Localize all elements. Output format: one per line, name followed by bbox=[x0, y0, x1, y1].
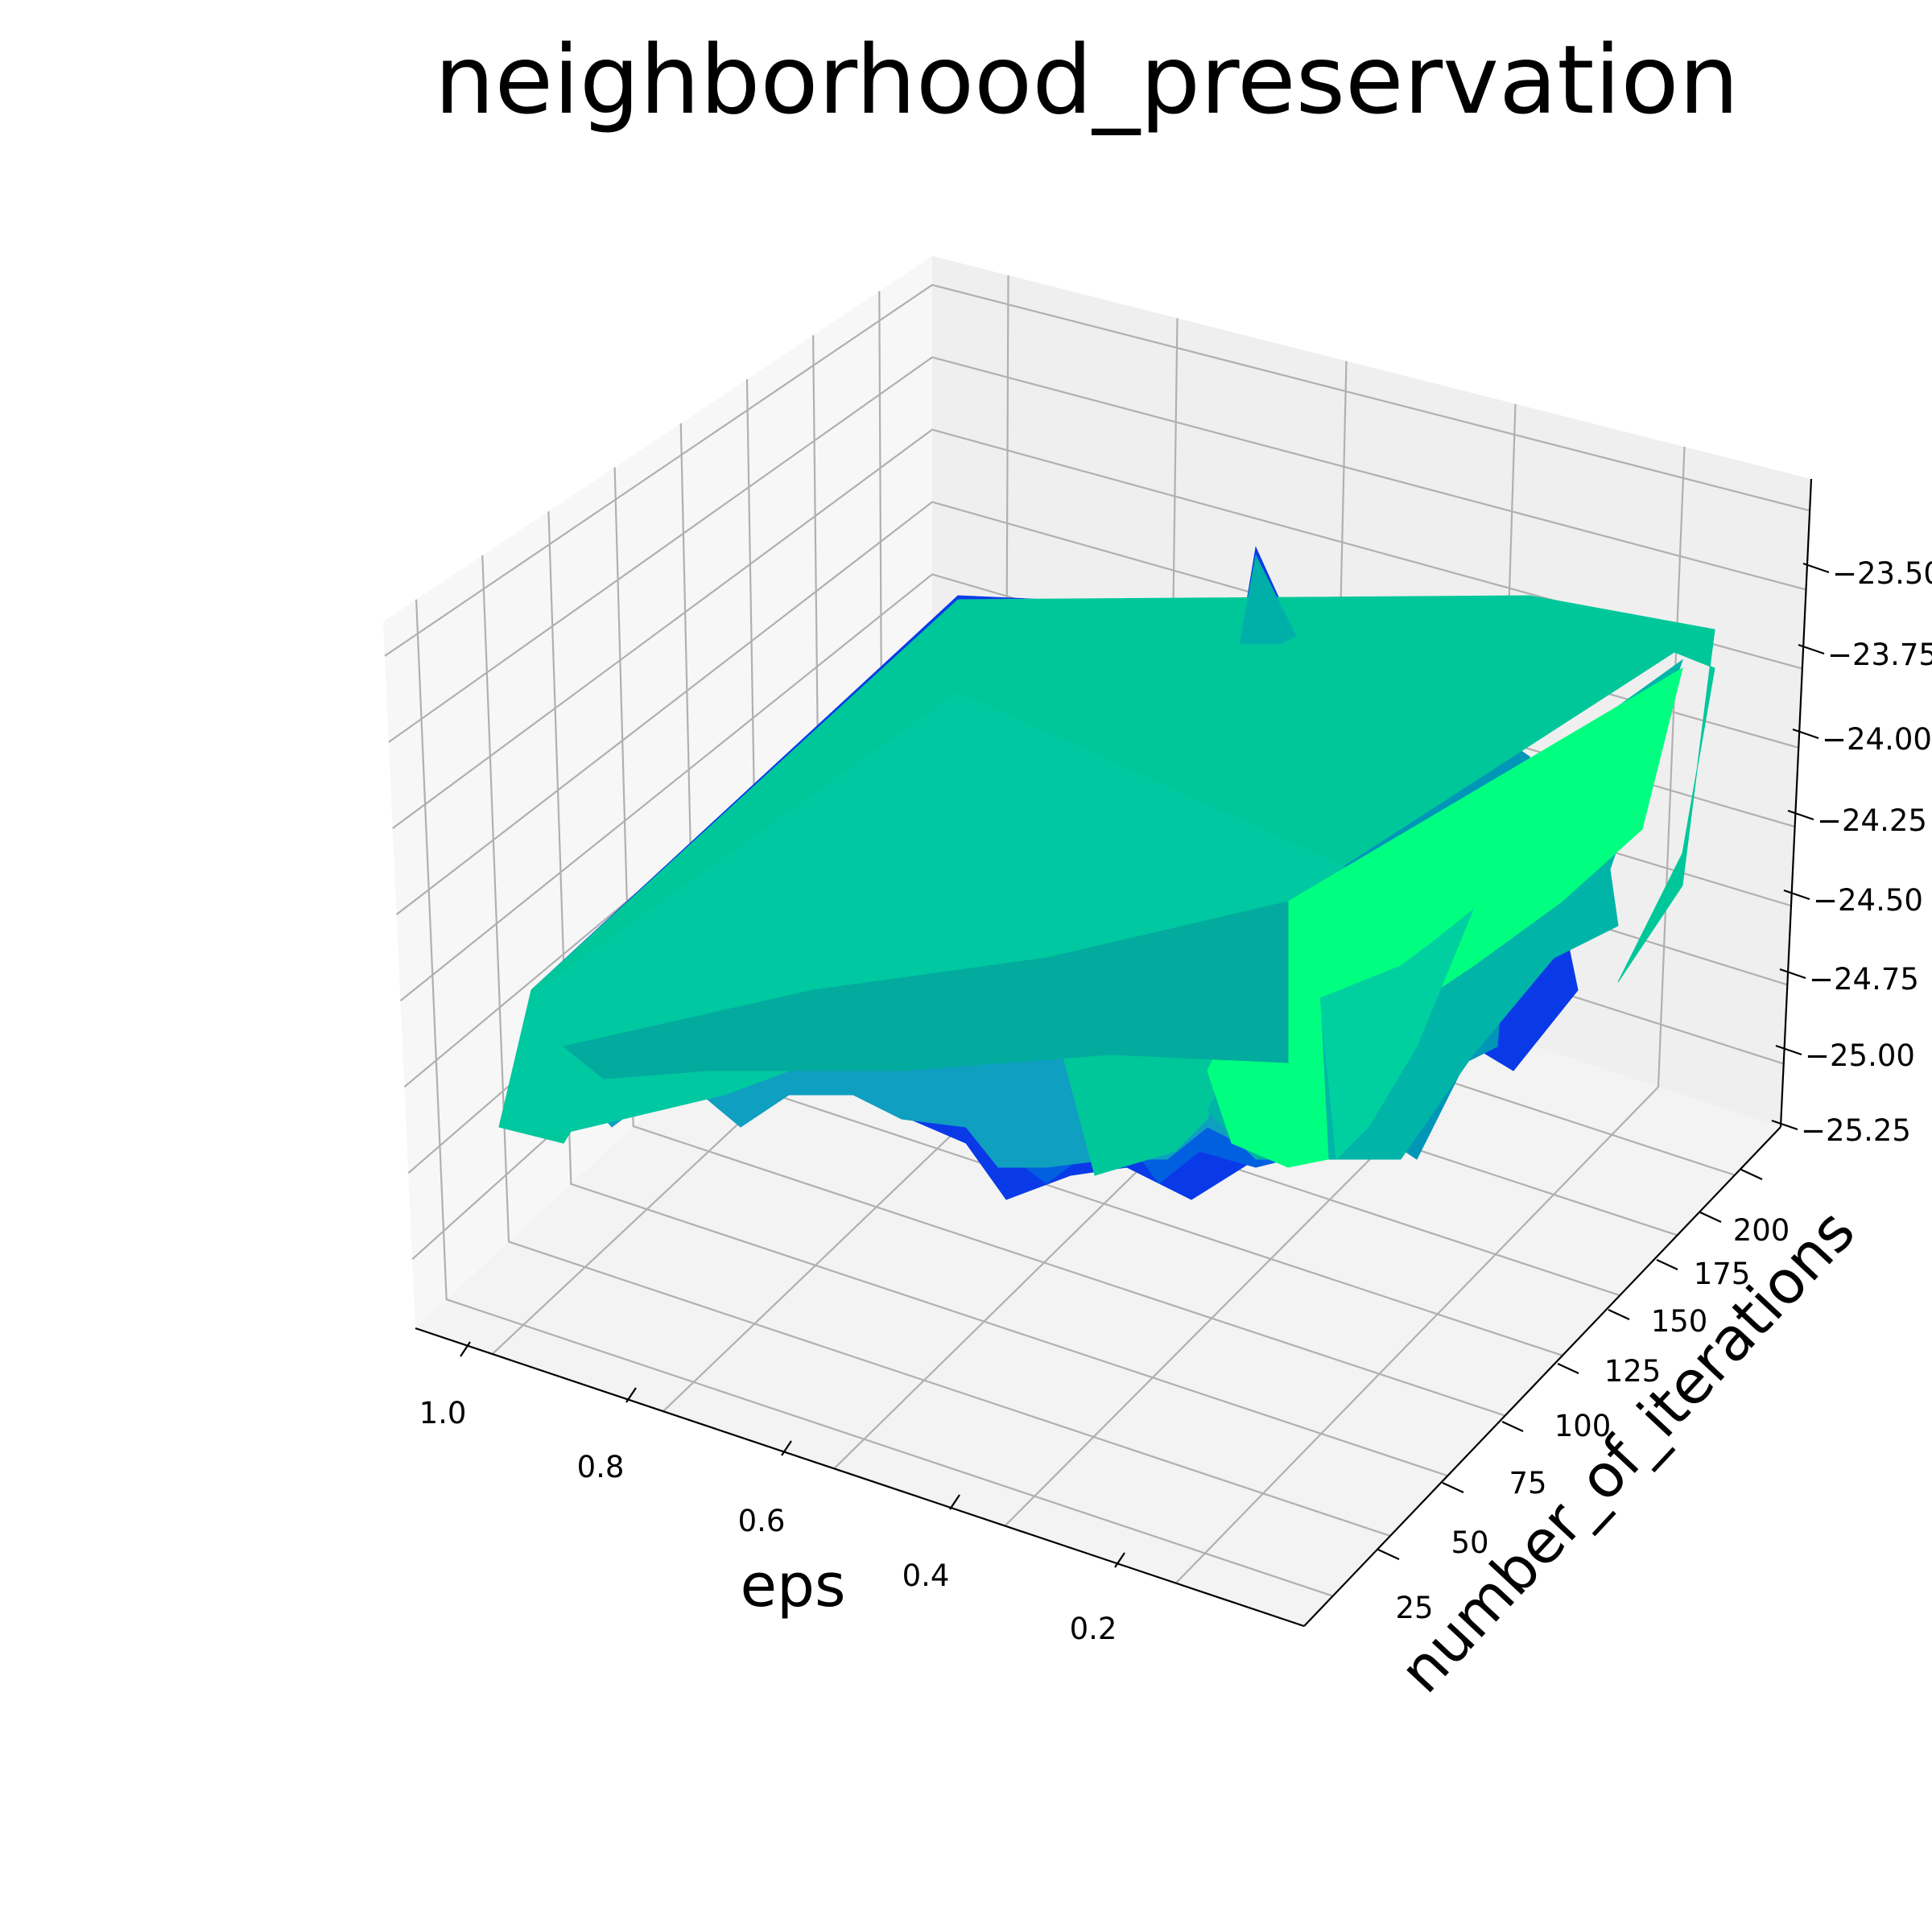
y-axis-line bbox=[1303, 1126, 1781, 1627]
y-gridline bbox=[547, 511, 1448, 1477]
x-axis-label: eps bbox=[740, 1551, 845, 1620]
z-tick-mark bbox=[1802, 562, 1830, 574]
x-tick-label: 0.6 bbox=[738, 1504, 786, 1538]
axes-lines bbox=[415, 478, 1813, 1628]
x-tick-label: 0.8 bbox=[577, 1450, 625, 1484]
y-tick-label: 100 bbox=[1554, 1409, 1612, 1443]
z-tick-mark bbox=[1783, 889, 1810, 901]
y-gridline bbox=[415, 599, 1334, 1597]
surface-mesh bbox=[498, 546, 1715, 1200]
z-tick-mark bbox=[1792, 728, 1819, 740]
y-tick-label: 200 bbox=[1733, 1213, 1790, 1248]
z-gridline bbox=[388, 356, 1806, 743]
x-tick-mark bbox=[781, 1440, 792, 1456]
y-tick-mark bbox=[1699, 1212, 1722, 1223]
z-tick-label: −24.00 bbox=[1822, 722, 1932, 757]
y-tick-label: 125 bbox=[1604, 1354, 1662, 1389]
y-tick-label: 50 bbox=[1451, 1525, 1488, 1560]
z-tick-mark bbox=[1779, 968, 1806, 980]
y-tick-label: 175 bbox=[1694, 1257, 1751, 1291]
x-tick-mark bbox=[949, 1494, 960, 1510]
z-tick-label: −23.50 bbox=[1832, 556, 1932, 591]
y-tick-mark bbox=[1442, 1482, 1464, 1493]
x-axis-line bbox=[415, 1327, 1305, 1628]
z-tick-mark bbox=[1771, 1119, 1798, 1131]
surface-facet bbox=[562, 901, 1289, 1080]
y-tick-mark bbox=[1557, 1363, 1579, 1374]
x-gridline bbox=[1174, 447, 1686, 1584]
y-tick-label: 25 bbox=[1395, 1591, 1433, 1625]
y-gridline bbox=[613, 467, 1505, 1417]
y-tick-mark bbox=[1501, 1421, 1524, 1432]
y-tick-label: 150 bbox=[1651, 1304, 1708, 1339]
z-tick-label: −23.75 bbox=[1827, 638, 1932, 672]
y-tick-mark bbox=[1656, 1259, 1678, 1270]
z-tick-label: −24.50 bbox=[1813, 883, 1923, 918]
y-tick-label: 75 bbox=[1509, 1466, 1546, 1501]
z-axis-ticks: −23.50 −23.75 −24.00 −24.25 −24.50 −24.75 −25.… bbox=[1771, 556, 1932, 1148]
z-axis-line bbox=[1779, 478, 1813, 1128]
y-tick-mark bbox=[1377, 1549, 1400, 1560]
x-tick-label: 1.0 bbox=[419, 1396, 467, 1430]
z-gridline bbox=[392, 428, 1803, 829]
z-tick-label: −25.00 bbox=[1805, 1038, 1915, 1073]
z-gridline bbox=[384, 283, 1810, 657]
z-tick-mark bbox=[1775, 1044, 1802, 1056]
x-tick-label: 0.2 bbox=[1070, 1612, 1117, 1646]
surface-facet bbox=[1239, 554, 1297, 645]
z-tick-mark bbox=[1787, 809, 1814, 821]
z-tick-mark bbox=[1798, 643, 1825, 655]
y-tick-mark bbox=[1608, 1309, 1630, 1320]
chart-title: neighborhood_preservation bbox=[435, 24, 1740, 135]
x-tick-label: 0.4 bbox=[902, 1558, 950, 1593]
x-axis-ticks: 1.0 0.8 0.6 0.4 0.2 bbox=[419, 1341, 1125, 1646]
x-tick-mark bbox=[1114, 1552, 1125, 1568]
x-tick-mark bbox=[625, 1387, 637, 1403]
z-tick-label: −24.75 bbox=[1809, 962, 1919, 997]
z-tick-label: −25.25 bbox=[1801, 1113, 1911, 1148]
surface-facet bbox=[1319, 908, 1475, 1161]
z-tick-label: −24.25 bbox=[1817, 803, 1927, 838]
y-gridline bbox=[481, 555, 1391, 1537]
x-tick-mark bbox=[460, 1341, 471, 1357]
y-tick-mark bbox=[1740, 1169, 1763, 1180]
